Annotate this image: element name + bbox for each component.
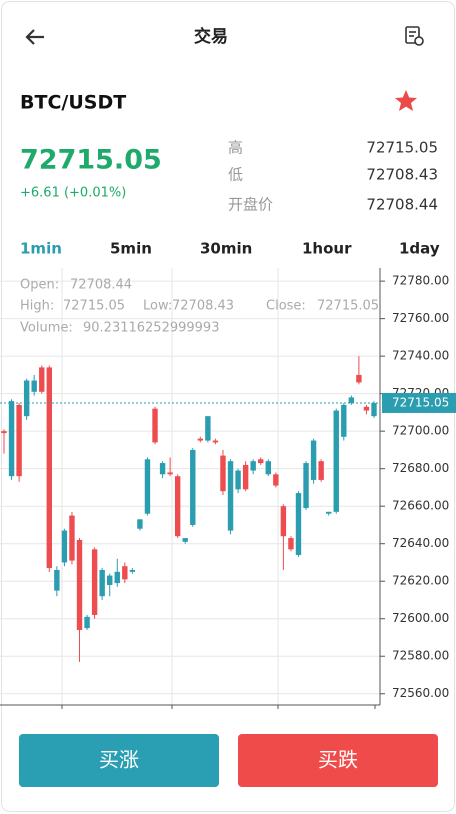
- candle-body: [348, 397, 355, 404]
- last-price-label: 72715.05: [392, 395, 449, 409]
- candle-body: [295, 493, 302, 555]
- y-tick-label: 72680.00: [392, 461, 449, 475]
- candle-body: [356, 374, 362, 383]
- sell-label: 买跌: [318, 748, 358, 772]
- candle-body: [137, 519, 143, 529]
- candle-body: [273, 474, 279, 486]
- price-change: +6.61 (+0.01%): [20, 186, 126, 201]
- candle-body: [129, 569, 136, 572]
- candle-body: [310, 440, 317, 480]
- candle-body: [31, 380, 37, 392]
- y-tick-label: 72580.00: [392, 649, 449, 663]
- candle-body: [69, 515, 75, 561]
- candle-body: [122, 566, 128, 580]
- candle-body: [220, 455, 226, 492]
- candle-body: [46, 367, 53, 569]
- info-volume: 90.23116252999993: [83, 321, 219, 336]
- candle-body: [235, 470, 241, 490]
- stat-label: 低: [228, 166, 243, 184]
- candle-body: [280, 506, 287, 537]
- candle-body: [16, 404, 22, 477]
- candle-body: [258, 459, 264, 464]
- last-price-badge: [382, 392, 456, 413]
- candle-body: [333, 410, 339, 512]
- info-close: 72715.05: [317, 299, 379, 314]
- candle-body: [91, 549, 98, 615]
- info-high-label: High:: [20, 299, 54, 314]
- candle-body: [23, 380, 30, 417]
- candle-body: [371, 403, 377, 417]
- candle-body: [205, 416, 211, 441]
- y-tick-label: 72740.00: [392, 349, 449, 363]
- info-open-label: Open:: [20, 278, 59, 293]
- stat-label: 高: [228, 139, 243, 157]
- candle-body: [197, 438, 204, 441]
- back-button[interactable]: [25, 29, 44, 45]
- y-tick-label: 72700.00: [392, 424, 449, 438]
- candle-body: [182, 538, 188, 542]
- pair-name: BTC/USDT: [20, 92, 126, 114]
- candle-body: [190, 449, 196, 525]
- interval-tab[interactable]: 1min: [20, 240, 62, 258]
- candle-body: [54, 569, 60, 591]
- candle-body: [318, 461, 324, 480]
- y-tick-label: 72600.00: [392, 611, 449, 625]
- candle-body: [250, 461, 256, 471]
- candle-body: [144, 459, 151, 514]
- page-title: 交易: [194, 26, 228, 47]
- info-close-label: Close:: [266, 299, 306, 314]
- candle-body: [303, 463, 309, 509]
- y-tick-label: 72620.00: [392, 574, 449, 588]
- stat-value: 72708.44: [366, 196, 438, 214]
- stat-label: 开盘价: [228, 196, 273, 214]
- buy-label: 买涨: [99, 748, 139, 772]
- y-tick-label: 72760.00: [392, 311, 449, 325]
- interval-tab[interactable]: 1hour: [302, 240, 352, 258]
- y-tick-label: 72640.00: [392, 536, 449, 550]
- candle-body: [242, 464, 249, 490]
- candle-body: [99, 569, 105, 597]
- candle-body: [265, 461, 271, 475]
- info-low-label: Low:: [143, 299, 172, 314]
- candle-body: [341, 404, 347, 437]
- candle-body: [1, 431, 7, 434]
- info-open: 72708.44: [70, 278, 132, 293]
- info-low: 72708.43: [172, 299, 234, 314]
- interval-tab[interactable]: 1day: [399, 240, 440, 258]
- candle-body: [39, 367, 45, 392]
- candle-body: [114, 571, 120, 584]
- sell-button[interactable]: [238, 734, 438, 787]
- candle-body: [107, 575, 113, 585]
- candle-body: [363, 406, 370, 411]
- interval-tab[interactable]: 5min: [110, 240, 152, 258]
- y-tick-label: 72560.00: [392, 686, 449, 700]
- candle-body: [76, 539, 83, 630]
- candle-body: [159, 463, 166, 475]
- info-high: 72715.05: [63, 299, 125, 314]
- last-price: 72715.05: [20, 145, 162, 176]
- stat-value: 72715.05: [366, 139, 438, 157]
- buy-button[interactable]: [19, 734, 219, 787]
- candle-body: [212, 440, 219, 443]
- candle-body: [227, 461, 234, 531]
- y-tick-label: 72660.00: [392, 499, 449, 513]
- orders-icon[interactable]: [405, 26, 424, 46]
- favorite-star[interactable]: [395, 90, 417, 111]
- candle-body: [61, 530, 68, 563]
- candle-body: [167, 472, 173, 475]
- candle-body: [84, 616, 90, 629]
- interval-tab[interactable]: 30min: [200, 240, 252, 258]
- y-tick-label: 72780.00: [392, 274, 449, 288]
- stat-value: 72708.43: [366, 166, 438, 184]
- info-volume-label: Volume:: [20, 321, 73, 336]
- candle-body: [325, 511, 332, 514]
- candle-body: [8, 401, 15, 477]
- candle-body: [174, 476, 181, 537]
- candle-body: [288, 538, 294, 550]
- candle-body: [152, 408, 158, 443]
